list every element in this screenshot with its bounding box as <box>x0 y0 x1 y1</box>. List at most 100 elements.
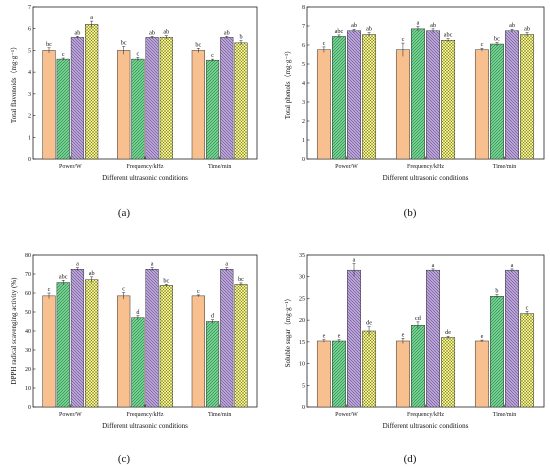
significance-label: bc <box>494 36 500 43</box>
significance-label: c <box>211 52 214 59</box>
significance-label: c <box>402 36 405 43</box>
significance-label: ab <box>366 26 372 33</box>
bar <box>159 285 173 408</box>
significance-label: ab <box>430 22 436 29</box>
bar <box>159 37 173 160</box>
significance-label: a <box>90 14 93 21</box>
significance-label: abc <box>444 32 453 39</box>
y-tick-label: 30 <box>25 348 31 354</box>
bar <box>145 269 159 408</box>
x-tick-label: Time/min <box>493 164 516 170</box>
x-tick-label: Frequency/kHz <box>127 164 164 170</box>
y-tick-label: 8 <box>302 5 305 11</box>
y-tick-label: 20 <box>25 367 31 373</box>
significance-label: e <box>338 333 341 340</box>
y-tick-label: 30 <box>299 275 305 281</box>
significance-label: ab <box>163 29 169 36</box>
significance-label: ab <box>149 29 155 36</box>
bar <box>117 50 131 160</box>
x-tick-label: Time/min <box>208 412 231 418</box>
y-tick-label: 6 <box>302 43 305 49</box>
bar <box>332 36 346 160</box>
y-tick-label: 70 <box>25 272 31 278</box>
bar <box>316 340 331 408</box>
y-tick-label: 1 <box>28 135 31 141</box>
bar <box>205 321 220 408</box>
significance-label: c <box>48 286 51 293</box>
y-tick-label: 5 <box>28 48 31 54</box>
y-axis-title: Total flavonoids（mg·g⁻¹） <box>10 43 18 123</box>
y-tick-label: 4 <box>28 70 31 76</box>
bar <box>42 295 56 408</box>
y-tick-label: 80 <box>25 253 31 259</box>
x-tick-label: Frequency/kHz <box>127 412 164 418</box>
x-tick-label: Time/min <box>493 412 516 418</box>
bar <box>234 284 248 408</box>
significance-label: ab <box>509 22 515 29</box>
y-tick-label: 35 <box>299 253 305 259</box>
significance-label: d <box>211 313 215 320</box>
bar <box>411 28 425 160</box>
bar <box>316 49 331 160</box>
significance-label: c <box>122 285 125 292</box>
bar <box>347 30 361 160</box>
bar <box>362 330 377 408</box>
significance-label: b <box>495 288 498 295</box>
y-tick-label: 5 <box>302 383 305 389</box>
significance-label: bc <box>163 277 169 284</box>
significance-label: d <box>136 309 140 316</box>
bar <box>490 296 504 408</box>
significance-label: a <box>511 262 514 269</box>
chart-panel-3: 01020304050607080Power/WcabcaabFrequency… <box>10 253 258 465</box>
bar <box>441 40 456 160</box>
bar <box>411 325 425 408</box>
bar <box>145 37 159 160</box>
bar <box>131 58 145 160</box>
y-tick-label: 10 <box>299 362 305 368</box>
significance-label: c <box>62 51 65 58</box>
significance-label: a <box>432 262 435 269</box>
bar <box>205 59 220 160</box>
significance-label: cd <box>415 315 422 322</box>
x-tick-label: Power/W <box>59 164 82 170</box>
bar <box>56 282 70 408</box>
bar <box>426 30 440 160</box>
bar <box>70 37 85 160</box>
bar <box>191 295 205 408</box>
y-tick-label: 0 <box>302 157 305 163</box>
significance-label: c <box>137 50 140 57</box>
bar <box>426 269 440 408</box>
significance-label: ab <box>524 26 530 33</box>
bar <box>520 34 535 160</box>
bar <box>490 43 504 160</box>
y-axis-title: DPPH radical scavenging activity (%) <box>10 277 18 385</box>
significance-label: bc <box>195 41 201 48</box>
y-tick-label: 5 <box>302 62 305 68</box>
significance-label: c <box>481 41 484 48</box>
y-tick-label: 15 <box>299 340 305 346</box>
bar <box>441 337 456 408</box>
y-tick-label: 4 <box>302 81 305 87</box>
bar <box>505 30 519 160</box>
bar <box>520 313 535 408</box>
significance-label: bc <box>46 41 52 48</box>
significance-label: e <box>481 333 484 340</box>
significance-label: ab <box>224 29 230 36</box>
x-tick-label: Time/min <box>208 164 231 170</box>
y-tick-label: 20 <box>299 318 305 324</box>
panel-label: (b) <box>404 207 417 219</box>
bar <box>220 37 234 160</box>
bar <box>347 269 361 408</box>
x-tick-label: Power/W <box>59 412 82 418</box>
significance-label: c <box>526 304 529 311</box>
bar <box>70 269 85 408</box>
significance-label: a <box>151 261 154 268</box>
x-axis-title: Different ultrasonic conditions <box>102 174 188 182</box>
significance-label: a <box>417 20 420 27</box>
y-tick-label: 0 <box>28 157 31 163</box>
significance-label: c <box>197 288 200 295</box>
significance-label: ab <box>75 29 81 36</box>
y-tick-label: 0 <box>302 405 305 411</box>
bar <box>131 317 145 408</box>
